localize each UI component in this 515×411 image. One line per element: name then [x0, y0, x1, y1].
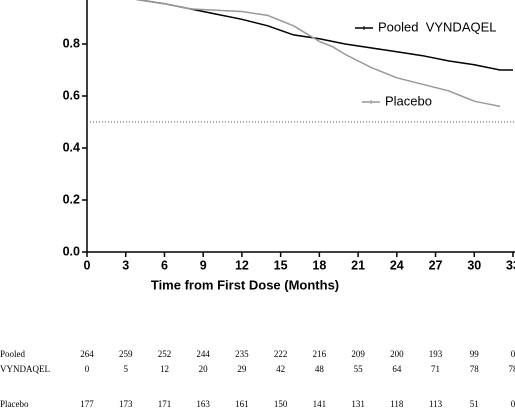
risk-count: 141 — [313, 399, 327, 409]
risk-count: 200 — [390, 349, 404, 359]
risk-count: 177 — [80, 399, 94, 409]
risk-count: 42 — [276, 364, 285, 374]
risk-count: 244 — [196, 349, 210, 359]
x-axis-title: Time from First Dose (Months) — [151, 277, 339, 292]
risk-count: 12 — [160, 364, 169, 374]
y-tick-label: 0.4 — [63, 140, 80, 154]
risk-count: 113 — [429, 399, 443, 409]
x-tick-label: 0 — [84, 258, 91, 272]
risk-count: 235 — [235, 349, 249, 359]
risk-count: 29 — [237, 364, 247, 374]
x-tick-label: 18 — [312, 258, 326, 272]
x-tick-label: 33 — [506, 258, 515, 272]
risk-count: 216 — [313, 349, 327, 359]
risk-count: 71 — [431, 364, 440, 374]
risk-count: 48 — [315, 364, 325, 374]
x-tick-label: 3 — [122, 258, 129, 272]
x-tick-label: 6 — [161, 258, 168, 272]
risk-count: 173 — [119, 399, 133, 409]
risk-count: 51 — [470, 399, 479, 409]
survival-curve — [135, 0, 501, 108]
risk-count: 171 — [158, 399, 172, 409]
risk-count: 5 — [123, 364, 128, 374]
risk-count: 99 — [470, 349, 480, 359]
legend-label: Pooled VYNDAQEL — [378, 19, 497, 34]
x-tick-label: 15 — [274, 258, 288, 272]
risk-count: 78 — [509, 364, 515, 374]
y-tick-label: 0.2 — [63, 192, 80, 206]
risk-count: 118 — [390, 399, 404, 409]
risk-count: 163 — [196, 399, 210, 409]
risk-count: 55 — [354, 364, 364, 374]
y-tick-label: 0.0 — [63, 244, 80, 258]
x-tick-label: 21 — [351, 258, 365, 272]
risk-count: 0 — [511, 349, 515, 359]
risk-row-label: Pooled — [0, 349, 26, 359]
risk-count: 131 — [351, 399, 365, 409]
x-tick-label: 24 — [390, 258, 404, 272]
risk-count: 20 — [199, 364, 209, 374]
x-tick-label: 27 — [429, 258, 443, 272]
x-tick-label: 12 — [235, 258, 249, 272]
risk-count: 222 — [274, 349, 288, 359]
y-tick-label: 0.8 — [63, 36, 80, 50]
survival-curve — [135, 0, 513, 71]
risk-count: 252 — [158, 349, 172, 359]
risk-count: 264 — [80, 349, 94, 359]
y-tick-label: 0.6 — [63, 88, 80, 102]
risk-count: 161 — [235, 399, 249, 409]
risk-count: 64 — [392, 364, 402, 374]
risk-count: 259 — [119, 349, 133, 359]
risk-row-label: VYNDAQEL — [0, 364, 50, 374]
risk-count: 0 — [85, 364, 90, 374]
risk-count: 193 — [429, 349, 443, 359]
risk-count: 78 — [470, 364, 480, 374]
risk-row-label: Placebo — [0, 399, 29, 409]
x-tick-label: 9 — [200, 258, 207, 272]
x-tick-label: 30 — [467, 258, 481, 272]
legend-label: Placebo — [385, 93, 432, 108]
risk-count: 150 — [274, 399, 288, 409]
risk-count: 0 — [511, 399, 515, 409]
risk-count: 209 — [351, 349, 365, 359]
